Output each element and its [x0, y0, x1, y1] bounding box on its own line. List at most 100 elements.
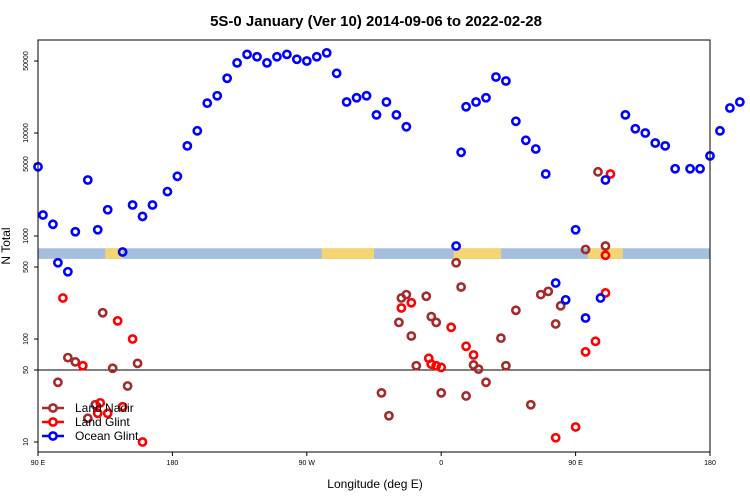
data-points: [33, 47, 745, 447]
ocean-glint-point: [301, 56, 312, 66]
ocean-glint-point: [560, 294, 571, 305]
ocean-glint-point: [471, 97, 481, 107]
land-glint-point: [590, 336, 601, 347]
x-tick-label: 180: [167, 460, 179, 467]
ocean-glint-point: [48, 219, 58, 230]
ocean-glint-point: [715, 125, 725, 136]
ocean-glint-point: [242, 49, 252, 60]
land-glint-point: [605, 169, 616, 179]
land-nadir-point: [393, 317, 404, 328]
land-nadir-legend-label: Land Nadir: [75, 401, 134, 415]
ocean-glint-point: [630, 123, 641, 134]
ocean-glint-point: [451, 241, 462, 251]
land-glint-point: [600, 288, 611, 298]
x-axis: 90 E 180 90 W 0 90 E 180: [31, 452, 716, 467]
ocean-glint-point: [725, 103, 735, 113]
x-tick-label: 180: [704, 460, 716, 467]
land-nadir-point: [501, 360, 511, 371]
land-glint-point: [461, 341, 471, 352]
plot-frame: [37, 39, 711, 453]
ocean-glint-point: [172, 171, 183, 182]
land-nadir-point: [431, 317, 442, 328]
ocean-glint-point: [192, 125, 203, 136]
ocean-glint-point: [262, 57, 272, 68]
land-nadir-point: [421, 291, 432, 302]
ocean-glint-point: [137, 211, 148, 222]
ocean-glint-point: [481, 92, 491, 103]
y-tick-label: 10000: [23, 123, 30, 143]
ocean-glint-point: [62, 266, 73, 277]
land-nadir-legend-marker: [48, 403, 58, 413]
land-glint-point: [77, 360, 88, 371]
land-glint-point: [95, 397, 106, 408]
land-nadir-point: [535, 289, 546, 300]
land-nadir-point: [53, 377, 63, 388]
ocean-glint-point: [272, 51, 282, 62]
land-nadir-point: [473, 364, 484, 375]
land-nadir-point: [122, 381, 133, 391]
land-nadir-point: [496, 333, 506, 344]
land-nadir-point: [107, 363, 118, 374]
ocean-glint-point: [540, 169, 551, 179]
ocean-glint-point: [38, 210, 48, 220]
land-nadir-point: [593, 166, 603, 177]
ocean-glint-point: [391, 109, 402, 120]
ocean-glint-point: [600, 175, 611, 185]
ocean-glint-point: [620, 109, 631, 120]
ocean-glint-point: [734, 97, 745, 107]
x-tick-label: 90 E: [568, 460, 583, 467]
land-nadir-point: [451, 257, 462, 268]
ocean-glint-point: [212, 90, 223, 101]
land-nadir-point: [580, 244, 591, 255]
ocean-glint-point: [550, 278, 561, 288]
ocean-glint-point: [501, 76, 511, 86]
ocean-glint-point: [53, 257, 63, 268]
ocean-glint-point: [117, 247, 128, 257]
x-tick-label: 90 W: [299, 460, 316, 467]
y-tick-label: 1000: [23, 228, 30, 244]
land-glint-point: [600, 250, 611, 261]
land-nadir-point: [376, 387, 387, 398]
land-glint-legend-marker: [48, 417, 58, 427]
ocean-glint-point: [695, 163, 705, 174]
ocean-glint-point: [321, 47, 332, 58]
land-glint-point: [396, 303, 407, 313]
land-mass: [453, 248, 501, 259]
ocean-glint-point: [222, 73, 233, 84]
x-tick-label: 0: [439, 460, 443, 467]
ocean-glint-point: [491, 72, 501, 82]
land-mass: [105, 248, 123, 259]
land-nadir-point: [411, 360, 422, 371]
land-nadir-point: [82, 413, 93, 424]
x-axis-label: Longitude (deg E): [327, 477, 422, 491]
land-glint-point: [127, 334, 138, 344]
land-nadir-point: [62, 352, 73, 363]
land-nadir-point: [70, 356, 81, 367]
ocean-glint-point: [580, 313, 591, 323]
land-nadir-point: [543, 286, 554, 297]
ocean-glint-point: [401, 121, 412, 132]
land-band: [38, 248, 710, 259]
ocean-glint-point: [311, 51, 322, 62]
land-nadir-point: [406, 331, 417, 341]
land-glint-point: [550, 432, 561, 443]
land-glint-point: [570, 422, 581, 432]
ocean-glint-point: [202, 98, 213, 109]
land-glint-legend-label: Land Glint: [75, 415, 130, 429]
land-mass: [321, 248, 374, 259]
land-glint-point: [446, 322, 457, 333]
land-glint-point: [406, 297, 417, 308]
ocean-glint-point: [650, 138, 661, 148]
land-nadir-point: [384, 410, 394, 421]
ocean-glint-point: [182, 140, 193, 151]
x-tick-label: 90 E: [31, 460, 46, 467]
y-axis-label: N Total: [0, 227, 13, 264]
land-nadir-point: [510, 305, 521, 316]
ocean-glint-point: [341, 97, 352, 107]
land-glint-point: [137, 437, 148, 447]
land-nadir-point: [90, 399, 101, 410]
ocean-glint-point: [351, 92, 362, 103]
land-glint-point: [102, 408, 113, 419]
